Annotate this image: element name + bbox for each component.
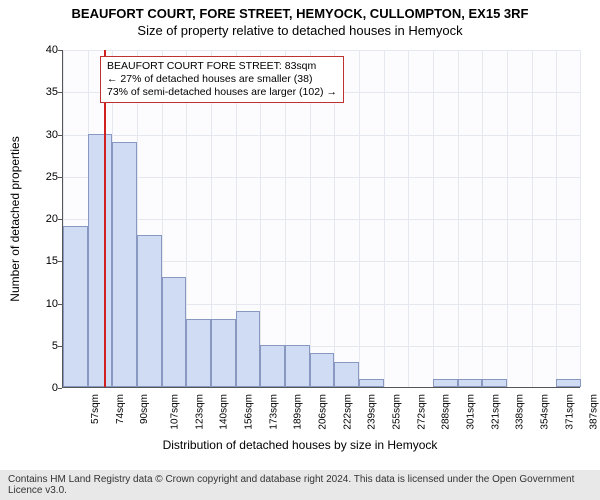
- y-tick-label: 10: [28, 298, 58, 310]
- y-tick-label: 20: [28, 213, 58, 225]
- histogram-bar: [162, 277, 187, 387]
- histogram-bar: [112, 142, 137, 387]
- gridline-h: [63, 219, 580, 220]
- x-tick-label: 156sqm: [244, 394, 255, 430]
- x-tick-label: 189sqm: [293, 394, 304, 430]
- x-tick-label: 107sqm: [170, 394, 181, 430]
- marker-annotation: BEAUFORT COURT FORE STREET: 83sqm← 27% o…: [100, 56, 344, 103]
- y-tick-label: 25: [28, 171, 58, 183]
- gridline-v: [556, 50, 557, 387]
- chart-title-main: BEAUFORT COURT, FORE STREET, HEMYOCK, CU…: [0, 0, 600, 21]
- x-tick-label: 301sqm: [466, 394, 477, 430]
- x-tick-label: 239sqm: [367, 394, 378, 430]
- y-tick-label: 35: [28, 86, 58, 98]
- footer-attribution: Contains HM Land Registry data © Crown c…: [0, 470, 600, 500]
- gridline-v: [532, 50, 533, 387]
- annotation-line: ← 27% of detached houses are smaller (38…: [107, 73, 337, 86]
- gridline-h: [63, 177, 580, 178]
- chart-area: Number of detached properties BEAUFORT C…: [0, 44, 600, 454]
- histogram-bar: [236, 311, 261, 387]
- histogram-bar: [186, 319, 211, 387]
- x-tick-label: 338sqm: [515, 394, 526, 430]
- y-tick-mark: [58, 92, 62, 93]
- x-tick-label: 288sqm: [441, 394, 452, 430]
- histogram-bar: [88, 134, 113, 388]
- x-tick-label: 321sqm: [490, 394, 501, 430]
- y-tick-mark: [58, 50, 62, 51]
- y-tick-label: 5: [28, 340, 58, 352]
- gridline-h: [63, 135, 580, 136]
- annotation-line: BEAUFORT COURT FORE STREET: 83sqm: [107, 60, 337, 73]
- histogram-bar: [63, 226, 88, 387]
- histogram-bar: [285, 345, 310, 387]
- histogram-bar: [433, 379, 458, 387]
- x-axis-label: Distribution of detached houses by size …: [0, 438, 600, 452]
- y-tick-mark: [58, 304, 62, 305]
- y-tick-label: 15: [28, 255, 58, 267]
- histogram-bar: [334, 362, 359, 387]
- y-tick-label: 30: [28, 129, 58, 141]
- x-tick-label: 90sqm: [139, 394, 150, 424]
- y-tick-label: 0: [28, 382, 58, 394]
- histogram-bar: [310, 353, 335, 387]
- x-tick-label: 57sqm: [90, 394, 101, 424]
- histogram-bar: [137, 235, 162, 387]
- gridline-v: [482, 50, 483, 387]
- x-tick-label: 173sqm: [268, 394, 279, 430]
- x-tick-label: 123sqm: [194, 394, 205, 430]
- gridline-v: [433, 50, 434, 387]
- x-tick-label: 222sqm: [342, 394, 353, 430]
- gridline-h: [63, 50, 580, 51]
- gridline-v: [580, 50, 581, 387]
- histogram-bar: [458, 379, 483, 387]
- histogram-bar: [260, 345, 285, 387]
- gridline-v: [359, 50, 360, 387]
- x-tick-label: 206sqm: [318, 394, 329, 430]
- histogram-bar: [211, 319, 236, 387]
- y-tick-mark: [58, 177, 62, 178]
- y-tick-mark: [58, 135, 62, 136]
- x-tick-label: 255sqm: [392, 394, 403, 430]
- x-tick-label: 354sqm: [540, 394, 551, 430]
- x-tick-label: 74sqm: [115, 394, 126, 424]
- annotation-line: 73% of semi-detached houses are larger (…: [107, 86, 337, 99]
- gridline-v: [507, 50, 508, 387]
- y-tick-label: 40: [28, 44, 58, 56]
- histogram-bar: [482, 379, 507, 387]
- x-tick-label: 371sqm: [564, 394, 575, 430]
- histogram-bar: [556, 379, 581, 387]
- x-tick-label: 140sqm: [219, 394, 230, 430]
- y-tick-mark: [58, 261, 62, 262]
- histogram-bar: [359, 379, 384, 387]
- chart-title-sub: Size of property relative to detached ho…: [0, 21, 600, 38]
- gridline-v: [458, 50, 459, 387]
- x-tick-label: 272sqm: [416, 394, 427, 430]
- y-tick-mark: [58, 219, 62, 220]
- y-tick-mark: [58, 388, 62, 389]
- x-tick-label: 387sqm: [589, 394, 600, 430]
- y-tick-mark: [58, 346, 62, 347]
- gridline-v: [408, 50, 409, 387]
- gridline-v: [384, 50, 385, 387]
